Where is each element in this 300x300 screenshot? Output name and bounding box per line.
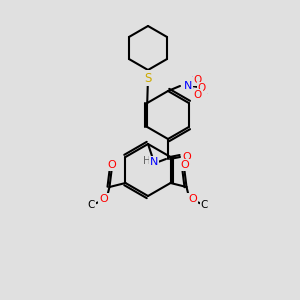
Text: O: O — [183, 152, 191, 162]
Text: +: + — [191, 74, 197, 80]
Text: H: H — [143, 156, 151, 166]
Text: −: − — [200, 89, 208, 98]
Text: O: O — [180, 160, 189, 170]
Text: O: O — [99, 194, 108, 204]
Text: C: C — [88, 200, 95, 210]
Text: N: N — [184, 81, 192, 91]
Text: O: O — [198, 83, 206, 93]
Text: O: O — [107, 160, 116, 170]
Text: S: S — [144, 71, 152, 85]
Text: N: N — [150, 157, 158, 167]
Text: O: O — [194, 75, 202, 85]
Text: O: O — [188, 194, 197, 204]
Text: O: O — [194, 90, 202, 100]
Text: C: C — [201, 200, 208, 210]
